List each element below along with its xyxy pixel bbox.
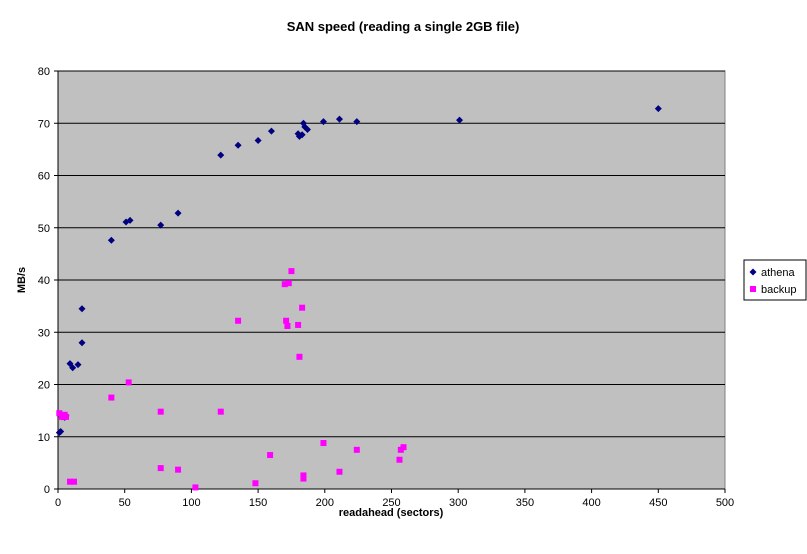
y-axis-ticks: 0 10 20 30 40 50 60 70 80 — [38, 66, 58, 496]
athena-point — [107, 236, 115, 244]
backup-point — [336, 468, 343, 475]
x-tick-label: 450 — [649, 497, 667, 509]
y-tick-label: 80 — [38, 66, 50, 78]
backup-point — [300, 475, 307, 482]
x-axis-label: readahead (sectors) — [339, 507, 444, 519]
series-backup — [56, 268, 407, 491]
athena-point — [303, 126, 311, 134]
athena-point — [456, 116, 464, 124]
y-tick-label: 70 — [38, 118, 50, 130]
y-tick-label: 10 — [38, 432, 50, 444]
legend-marker-athena — [749, 268, 757, 276]
legend: athena backup — [743, 259, 807, 301]
backup-point — [288, 268, 295, 275]
y-tick-label: 0 — [44, 484, 50, 496]
y-tick-label: 40 — [38, 275, 50, 287]
backup-point — [299, 304, 306, 311]
athena-point — [174, 209, 182, 217]
y-tick-label: 30 — [38, 327, 50, 339]
backup-point — [353, 446, 360, 453]
backup-point — [396, 456, 403, 463]
athena-point — [217, 151, 225, 159]
x-tick-label: 350 — [516, 497, 534, 509]
y-tick-label: 50 — [38, 223, 50, 235]
backup-point — [56, 410, 63, 417]
y-tick-label: 20 — [38, 380, 50, 392]
athena-point — [267, 127, 275, 135]
backup-point — [400, 444, 407, 451]
legend-label-backup: backup — [761, 284, 796, 296]
backup-point — [192, 484, 199, 491]
athena-point — [298, 131, 306, 139]
athena-point — [234, 141, 242, 149]
backup-point — [157, 465, 164, 472]
backup-point — [252, 480, 259, 487]
athena-point — [74, 361, 82, 369]
x-tick-label: 0 — [55, 497, 61, 509]
data-points — [55, 105, 662, 491]
athena-point — [78, 339, 86, 347]
athena-point — [254, 136, 262, 144]
backup-point — [300, 472, 307, 479]
x-tick-label: 400 — [582, 497, 600, 509]
backup-point — [295, 321, 302, 328]
athena-point — [335, 115, 343, 123]
athena-point — [69, 364, 77, 372]
x-tick-label: 100 — [182, 497, 200, 509]
backup-point — [217, 408, 224, 415]
backup-point — [175, 466, 182, 473]
backup-point — [157, 408, 164, 415]
legend-marker-backup — [750, 286, 756, 292]
athena-point — [654, 105, 662, 113]
x-tick-label: 50 — [119, 497, 131, 509]
athena-point — [157, 221, 165, 229]
x-tick-label: 150 — [249, 497, 267, 509]
backup-point — [235, 317, 242, 324]
backup-point — [71, 478, 78, 485]
legend-label-athena: athena — [761, 267, 796, 279]
backup-point — [320, 440, 327, 447]
athena-point — [319, 118, 327, 126]
y-axis-label: MB/s — [16, 267, 28, 293]
backup-point — [285, 280, 292, 287]
chart-title: SAN speed (reading a single 2GB file) — [287, 19, 520, 34]
x-tick-label: 300 — [449, 497, 467, 509]
x-tick-label: 250 — [382, 497, 400, 509]
x-axis-ticks: 0 50 100 150 200 250 300 350 400 450 500 — [55, 489, 734, 509]
athena-point — [353, 118, 361, 126]
y-tick-label: 60 — [38, 171, 50, 183]
x-tick-label: 200 — [316, 497, 334, 509]
athena-point — [78, 305, 86, 313]
backup-point — [267, 452, 274, 459]
backup-point — [284, 322, 291, 329]
legend-box — [743, 259, 807, 301]
x-tick-label: 500 — [716, 497, 734, 509]
backup-point — [281, 281, 288, 288]
backup-point — [67, 478, 74, 485]
backup-point — [63, 413, 70, 420]
backup-point — [108, 394, 115, 401]
athena-point — [126, 216, 134, 224]
backup-point — [283, 317, 290, 324]
athena-point — [57, 428, 65, 436]
backup-point — [296, 353, 303, 360]
gridlines — [58, 70, 725, 438]
backup-point — [125, 379, 132, 386]
